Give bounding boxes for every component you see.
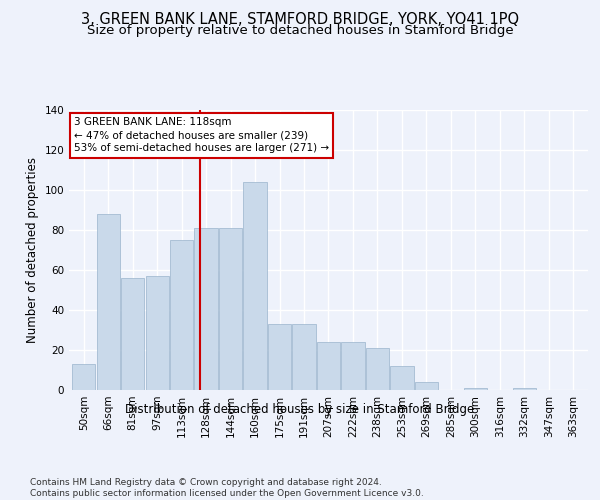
Bar bbox=[513, 388, 536, 390]
Text: Contains HM Land Registry data © Crown copyright and database right 2024.
Contai: Contains HM Land Registry data © Crown c… bbox=[30, 478, 424, 498]
Bar bbox=[146, 276, 169, 390]
Bar bbox=[464, 388, 487, 390]
Bar bbox=[391, 366, 413, 390]
Text: 3 GREEN BANK LANE: 118sqm
← 47% of detached houses are smaller (239)
53% of semi: 3 GREEN BANK LANE: 118sqm ← 47% of detac… bbox=[74, 117, 329, 154]
Bar bbox=[341, 342, 365, 390]
Text: Distribution of detached houses by size in Stamford Bridge: Distribution of detached houses by size … bbox=[125, 402, 475, 415]
Bar bbox=[121, 278, 144, 390]
Bar bbox=[317, 342, 340, 390]
Bar bbox=[219, 228, 242, 390]
Bar bbox=[268, 324, 291, 390]
Bar bbox=[415, 382, 438, 390]
Text: 3, GREEN BANK LANE, STAMFORD BRIDGE, YORK, YO41 1PQ: 3, GREEN BANK LANE, STAMFORD BRIDGE, YOR… bbox=[81, 12, 519, 28]
Bar bbox=[97, 214, 120, 390]
Bar bbox=[366, 348, 389, 390]
Bar bbox=[72, 364, 95, 390]
Y-axis label: Number of detached properties: Number of detached properties bbox=[26, 157, 39, 343]
Bar bbox=[292, 324, 316, 390]
Bar bbox=[244, 182, 266, 390]
Bar bbox=[194, 228, 218, 390]
Bar bbox=[170, 240, 193, 390]
Text: Size of property relative to detached houses in Stamford Bridge: Size of property relative to detached ho… bbox=[86, 24, 514, 37]
